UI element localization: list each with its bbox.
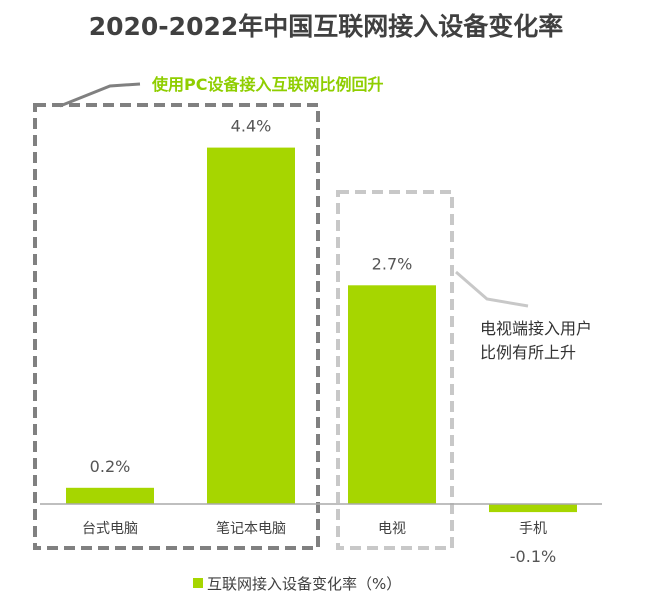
x-tick-label: 笔记本电脑 (216, 521, 286, 537)
data-label: 4.4% (231, 117, 272, 136)
pc-annotation-leader (59, 82, 141, 108)
pc-annotation-text: 使用PC设备接入互联网比例回升 (151, 75, 383, 94)
tv-annotation-leader (455, 270, 529, 308)
bar-0 (66, 487, 154, 504)
pc-highlight-box (33, 103, 320, 550)
bar-1 (207, 147, 295, 504)
data-label: 0.2% (90, 457, 131, 476)
legend-label: 互联网接入设备变化率（%） (207, 575, 401, 593)
bar-2 (348, 285, 436, 504)
tv-annotation-line2: 比例有所上升 (480, 343, 576, 362)
tv-annotation-line1: 电视端接入用户 (480, 319, 592, 338)
x-tick-label: 手机 (519, 521, 547, 537)
bar-3 (489, 504, 577, 513)
tv-highlight-box (336, 190, 454, 550)
legend-swatch (193, 578, 203, 588)
data-label: 2.7% (372, 254, 413, 273)
chart-title: 2020-2022年中国互联网接入设备变化率 (89, 12, 564, 41)
data-label: -0.1% (510, 547, 556, 566)
x-tick-label: 台式电脑 (82, 521, 138, 537)
x-tick-label: 电视 (378, 521, 406, 537)
